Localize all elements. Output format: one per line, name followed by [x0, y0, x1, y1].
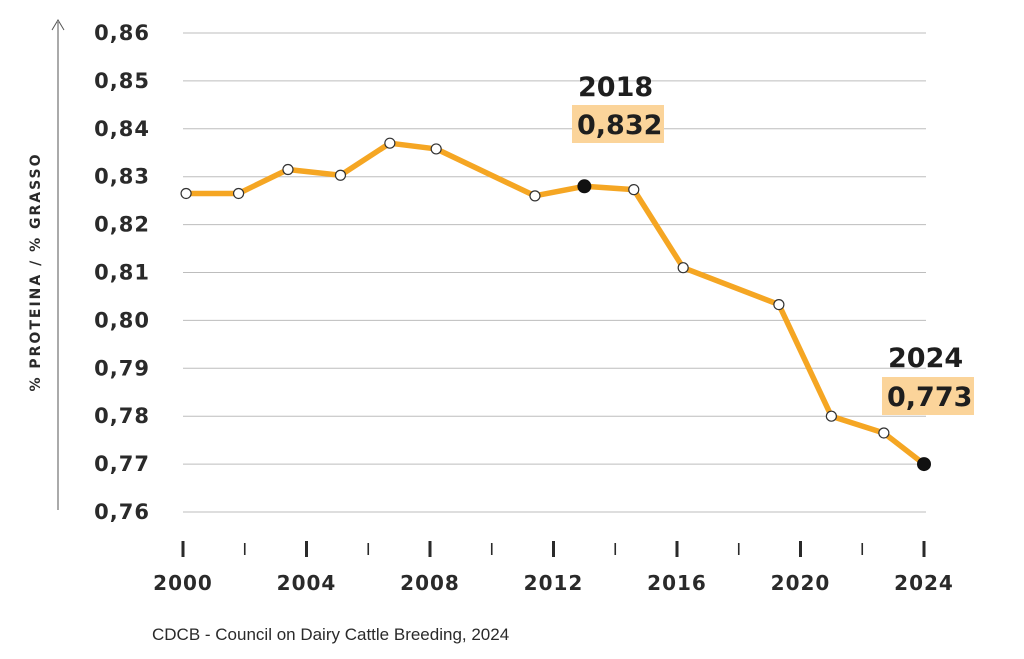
source-note: CDCB - Council on Dairy Cattle Breeding,… — [152, 625, 509, 644]
data-point — [282, 163, 294, 176]
y-tick-label: 0,84 — [94, 117, 150, 141]
x-tick-label: 2004 — [277, 571, 337, 595]
data-point — [825, 410, 837, 422]
x-tick-label: 2000 — [153, 571, 213, 595]
data-point — [529, 190, 541, 202]
data-point — [334, 169, 347, 181]
y-tick-label: 0,79 — [94, 356, 150, 380]
data-point — [180, 187, 192, 200]
data-point — [430, 143, 442, 155]
data-point — [677, 262, 689, 274]
data-point — [384, 137, 396, 149]
x-tick-label: 2020 — [771, 571, 831, 595]
x-tick-label: 2008 — [400, 571, 460, 595]
annotation-value-box — [882, 377, 974, 415]
y-tick-label: 0,76 — [94, 500, 150, 524]
highlight-point — [917, 457, 931, 472]
x-tick-label: 2012 — [524, 571, 584, 595]
annotation-year: 2024 — [888, 343, 963, 374]
y-tick-label: 0,85 — [94, 69, 150, 93]
annotations: 2018 0,832 2024 0,773 — [572, 72, 974, 415]
y-tick-label: 0,77 — [94, 452, 150, 476]
y-tick-label: 0,82 — [94, 213, 150, 237]
data-point — [878, 427, 890, 439]
y-tick-labels: 0,76 0,77 0,78 0,79 0,80 0,81 0,82 0,83 0,84 0,85… — [94, 21, 150, 524]
annotation-value-box — [572, 105, 664, 143]
annotation-value: 0,773 — [887, 382, 972, 413]
y-tick-label: 0,78 — [94, 404, 150, 428]
series-line — [183, 140, 927, 467]
gridlines — [183, 32, 926, 513]
y-tick-label: 0,80 — [94, 308, 150, 332]
data-point — [628, 184, 640, 196]
highlight-point — [577, 179, 592, 194]
y-axis: % PROTEINA / % GRASSO — [28, 19, 65, 510]
y-tick-label: 0,83 — [94, 165, 150, 189]
series — [180, 137, 931, 472]
annotation-value: 0,832 — [577, 110, 662, 141]
x-tick-label: 2024 — [894, 571, 954, 595]
y-tick-label: 0,86 — [94, 21, 150, 45]
annotation-year: 2018 — [578, 72, 653, 103]
y-axis-label: % PROTEINA / % GRASSO — [28, 152, 44, 391]
data-point — [232, 187, 245, 200]
data-point — [773, 298, 785, 311]
x-axis: 2000 2004 2008 2012 2016 2020 2024 — [153, 541, 954, 595]
y-tick-label: 0,81 — [94, 261, 150, 285]
x-tick-label: 2016 — [647, 571, 707, 595]
